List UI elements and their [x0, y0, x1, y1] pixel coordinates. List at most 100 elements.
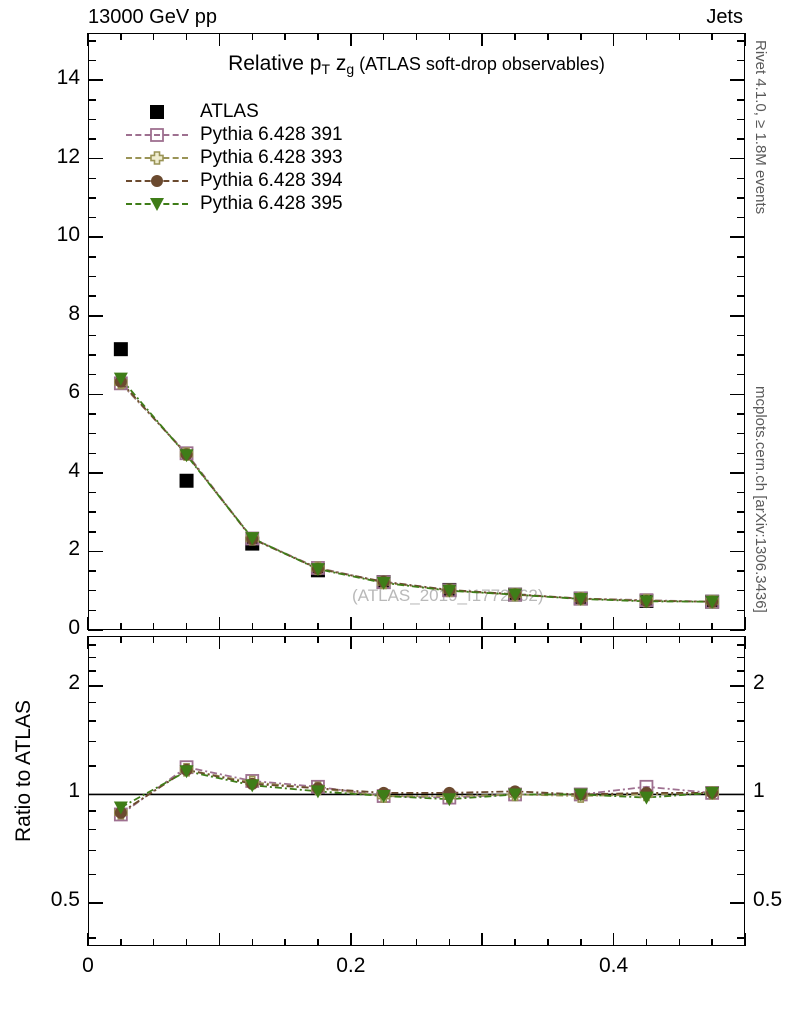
axis-tick	[645, 636, 648, 643]
legend-entry-2[interactable]: Pythia 6.428 393	[126, 146, 343, 169]
axis-tick	[88, 873, 96, 876]
axis-tick	[737, 40, 745, 42]
axis-tick	[88, 531, 96, 533]
data-marker-triangle-down	[310, 785, 325, 799]
legend-marker-3	[151, 174, 163, 187]
series-line-pythia-6.428-395	[120, 378, 713, 603]
data-marker-square-filled	[150, 104, 164, 119]
title-suffix: (ATLAS soft-drop observables)	[354, 54, 605, 74]
x-tick-label-2: 0.4	[598, 954, 629, 977]
data-marker-triangle-down	[245, 532, 260, 546]
axis-tick	[88, 629, 103, 631]
axis-tick	[251, 623, 253, 630]
axis-tick	[88, 589, 96, 592]
axis-tick	[317, 636, 319, 643]
axis-tick	[737, 531, 745, 533]
axis-tick	[88, 793, 103, 796]
axis-tick	[88, 720, 96, 722]
axis-tick	[152, 623, 155, 630]
axis-tick	[711, 939, 713, 946]
axis-tick	[612, 617, 615, 630]
axis-tick	[547, 636, 549, 643]
legend-label-2: Pythia 6.428 393	[200, 146, 343, 168]
axis-tick	[88, 138, 96, 140]
data-marker-triangle-down	[705, 786, 720, 800]
axis-tick	[87, 33, 89, 46]
axis-tick	[678, 33, 681, 40]
data-marker-square-filled	[179, 473, 194, 488]
axis-tick	[185, 636, 188, 643]
axis-tick	[88, 849, 96, 852]
main-y-tick-label-4: 6	[68, 380, 80, 404]
axis-tick	[218, 33, 221, 46]
header-process-label: Jets	[706, 6, 743, 28]
axis-tick	[251, 939, 253, 946]
axis-tick	[88, 670, 96, 672]
axis-tick	[737, 354, 745, 356]
axis-tick	[88, 701, 96, 704]
axis-tick	[547, 33, 549, 40]
axis-tick	[737, 720, 745, 722]
legend-entry-1[interactable]: Pythia 6.428 391	[126, 123, 343, 146]
data-marker-triangle-down	[376, 790, 391, 804]
axis-tick	[711, 636, 713, 643]
axis-tick	[88, 334, 96, 337]
data-marker-triangle-down	[639, 595, 654, 609]
main-y-tick-label-6: 2	[68, 537, 80, 561]
legend-key-4	[126, 192, 188, 215]
axis-tick	[88, 354, 96, 356]
main-y-tick-label-3: 8	[68, 301, 80, 325]
axis-tick	[481, 636, 483, 649]
x-tick-label-0: 0	[82, 954, 94, 977]
axis-tick	[88, 452, 96, 454]
axis-tick	[580, 636, 582, 643]
axis-tick	[88, 393, 103, 396]
axis-tick	[737, 197, 745, 199]
axis-tick	[88, 902, 103, 904]
axis-tick	[448, 33, 451, 40]
axis-tick	[218, 617, 221, 630]
ratio-y-tick-label-left-1: 1	[68, 779, 80, 803]
axis-tick	[88, 275, 96, 278]
axis-tick	[88, 59, 96, 62]
ratio-y-tick-label-right-0: 2	[753, 670, 765, 694]
legend-key-0	[126, 100, 188, 123]
axis-tick	[744, 933, 746, 946]
axis-tick	[744, 33, 746, 46]
axis-tick	[711, 33, 713, 40]
axis-tick	[737, 937, 745, 939]
main-y-tick-label-0: 14	[56, 66, 80, 90]
axis-tick	[415, 939, 418, 946]
legend: ATLAS Pythia 6.428 391 Pythia 6.428 393 Pyt…	[126, 100, 343, 215]
axis-tick	[88, 765, 96, 767]
legend-entry-3[interactable]: Pythia 6.428 394	[126, 169, 343, 192]
axis-tick	[284, 33, 286, 40]
axis-tick	[514, 939, 516, 946]
axis-tick	[88, 609, 96, 612]
legend-key-1	[126, 123, 188, 146]
axis-tick	[514, 636, 516, 643]
axis-tick	[645, 623, 648, 630]
axis-tick	[88, 118, 96, 121]
axis-tick	[88, 157, 103, 160]
axis-tick	[737, 295, 745, 297]
axis-tick	[88, 373, 96, 376]
axis-tick	[88, 79, 103, 81]
axis-tick	[88, 236, 103, 238]
axis-tick	[737, 118, 745, 121]
main-y-tick-label-2: 10	[56, 223, 80, 247]
title-mid: z	[330, 52, 347, 75]
legend-entry-0[interactable]: ATLAS	[126, 100, 343, 123]
axis-tick	[350, 933, 352, 946]
axis-tick	[317, 623, 319, 630]
ratio-y-tick-label-left-2: 0.5	[50, 888, 80, 911]
axis-tick	[612, 933, 615, 946]
axis-tick	[185, 33, 188, 40]
ratio-y-tick-label-right-2: 0.5	[753, 888, 783, 911]
ratio-line-pythia-6.428-395	[120, 770, 713, 809]
axis-tick	[737, 413, 745, 415]
axis-tick	[547, 939, 549, 946]
legend-entry-4[interactable]: Pythia 6.428 395	[126, 192, 343, 215]
main-y-tick-label-5: 4	[68, 458, 80, 482]
axis-tick	[737, 656, 745, 659]
